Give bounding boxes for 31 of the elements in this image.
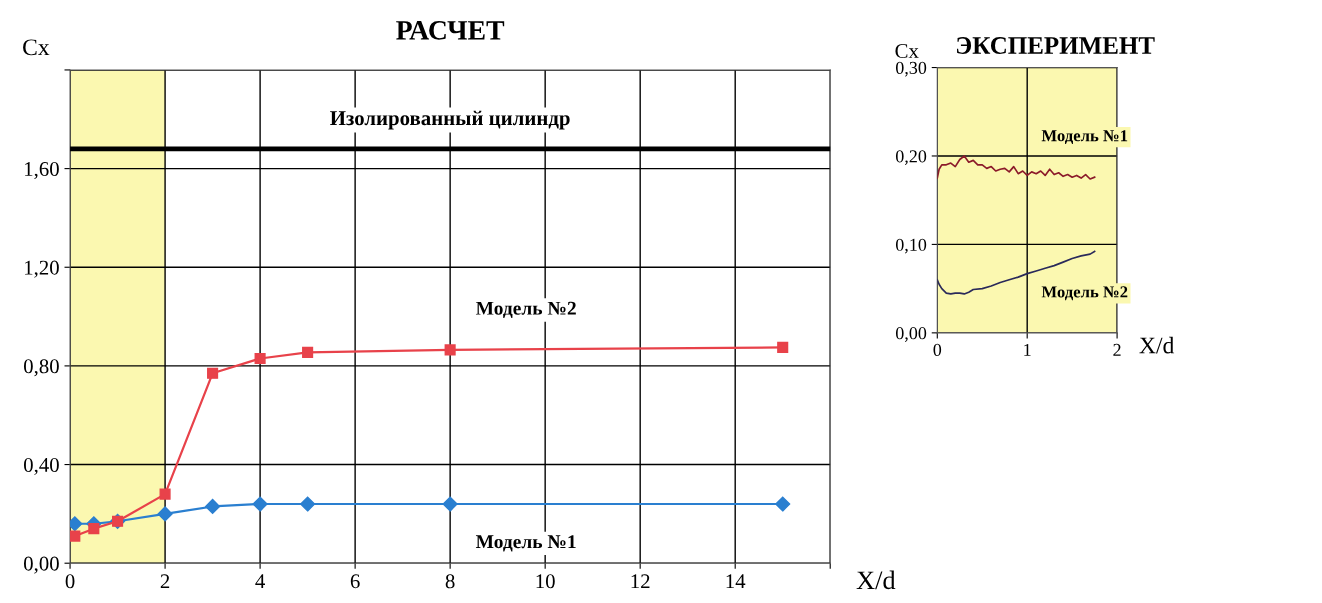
- chart-title: ЭКСПЕРИМЕНТ: [957, 37, 1155, 54]
- x-tick-label: 6: [350, 574, 360, 589]
- x-axis-title: X/d: [856, 570, 896, 590]
- y-tick-label: 0,20: [895, 150, 927, 166]
- series-label: Модель №2: [475, 301, 576, 318]
- y-tick-label: 0,40: [23, 457, 59, 475]
- y-axis-title: Cx: [895, 44, 919, 58]
- y-tick-label: 0,00: [23, 556, 59, 574]
- x-tick-label: 1: [1024, 343, 1031, 356]
- x-tick-label: 12: [631, 574, 650, 589]
- y-tick-label: 0,10: [895, 238, 927, 254]
- y-tick-label: 0,80: [23, 359, 59, 377]
- x-tick-label: 0: [933, 343, 942, 356]
- x-tick-label: 4: [255, 574, 265, 589]
- x-tick-label: 2: [160, 574, 170, 589]
- y-tick-label: 1,20: [25, 260, 59, 278]
- ref-line-label: Изолированный цилиндр: [330, 110, 570, 130]
- series-label: Модель №2: [1041, 286, 1128, 301]
- y-tick-label: 1,60: [25, 161, 59, 180]
- y-axis-title: Cx: [23, 39, 50, 56]
- x-tick-label: 0: [65, 574, 75, 589]
- x-tick-label: 8: [445, 574, 455, 589]
- x-tick-label: 14: [726, 574, 746, 589]
- chart-title: РАСЧЕТ: [396, 21, 505, 40]
- series-label: Модель №1: [1041, 130, 1128, 145]
- series-label: Модель №1: [475, 535, 576, 552]
- x-tick-label: 2: [1113, 343, 1121, 356]
- y-tick-label: 0,00: [895, 327, 927, 342]
- x-tick-label: 10: [536, 574, 555, 589]
- y-tick-label: 0,30: [895, 61, 927, 77]
- x-axis-title: X/d: [1139, 336, 1175, 354]
